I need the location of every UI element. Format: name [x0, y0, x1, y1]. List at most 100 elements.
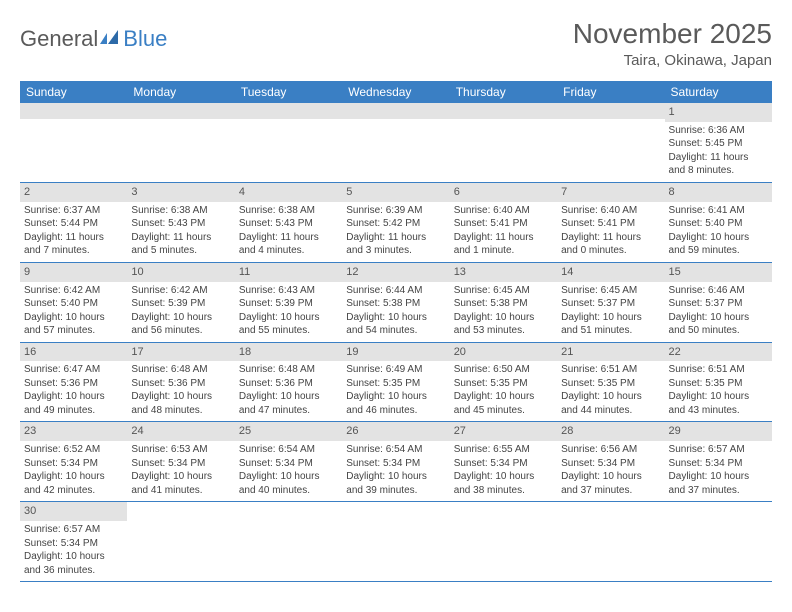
day-details: Sunrise: 6:38 AMSunset: 5:43 PMDaylight:… [127, 202, 234, 262]
day-cell: 23Sunrise: 6:52 AMSunset: 5:34 PMDayligh… [20, 422, 127, 502]
detail-line: Daylight: 10 hours [24, 390, 123, 404]
detail-line: Daylight: 11 hours [239, 231, 338, 245]
day-number: 27 [450, 422, 557, 441]
detail-line: Daylight: 10 hours [669, 311, 768, 325]
detail-line: Sunset: 5:41 PM [561, 217, 660, 231]
day-number: 5 [342, 183, 449, 202]
detail-line: Sunrise: 6:57 AM [24, 523, 123, 537]
day-cell: 7Sunrise: 6:40 AMSunset: 5:41 PMDaylight… [557, 182, 664, 262]
day-details [20, 119, 127, 169]
day-cell: 17Sunrise: 6:48 AMSunset: 5:36 PMDayligh… [127, 342, 234, 422]
detail-line: and 42 minutes. [24, 484, 123, 498]
detail-line: Daylight: 10 hours [131, 311, 230, 325]
detail-line: Sunrise: 6:40 AM [454, 204, 553, 218]
day-cell: 9Sunrise: 6:42 AMSunset: 5:40 PMDaylight… [20, 262, 127, 342]
day-number: 16 [20, 343, 127, 362]
day-cell [557, 103, 664, 182]
detail-line: Sunset: 5:38 PM [346, 297, 445, 311]
detail-line: and 48 minutes. [131, 404, 230, 418]
detail-line: and 0 minutes. [561, 244, 660, 258]
header: General Blue November 2025 Taira, Okinaw… [20, 18, 772, 69]
day-details: Sunrise: 6:40 AMSunset: 5:41 PMDaylight:… [450, 202, 557, 262]
detail-line: Sunset: 5:34 PM [346, 457, 445, 471]
detail-line: Daylight: 11 hours [561, 231, 660, 245]
day-number: 24 [127, 422, 234, 441]
detail-line: and 47 minutes. [239, 404, 338, 418]
detail-line: Daylight: 10 hours [131, 470, 230, 484]
detail-line: and 56 minutes. [131, 324, 230, 338]
day-details: Sunrise: 6:51 AMSunset: 5:35 PMDaylight:… [665, 361, 772, 421]
detail-line: Daylight: 10 hours [239, 390, 338, 404]
detail-line: Daylight: 10 hours [346, 311, 445, 325]
detail-line: Sunrise: 6:54 AM [239, 443, 338, 457]
detail-line: Daylight: 10 hours [346, 470, 445, 484]
detail-line: Sunset: 5:34 PM [131, 457, 230, 471]
day-number: 13 [450, 263, 557, 282]
detail-line: and 57 minutes. [24, 324, 123, 338]
day-cell: 16Sunrise: 6:47 AMSunset: 5:36 PMDayligh… [20, 342, 127, 422]
day-number [235, 103, 342, 119]
day-number: 30 [20, 502, 127, 521]
detail-line: Sunset: 5:37 PM [669, 297, 768, 311]
detail-line: Sunset: 5:40 PM [24, 297, 123, 311]
detail-line: and 51 minutes. [561, 324, 660, 338]
detail-line: and 40 minutes. [239, 484, 338, 498]
detail-line: Sunrise: 6:45 AM [561, 284, 660, 298]
day-cell [557, 502, 664, 582]
day-number: 1 [665, 103, 772, 122]
week-row: 2Sunrise: 6:37 AMSunset: 5:44 PMDaylight… [20, 182, 772, 262]
day-cell: 29Sunrise: 6:57 AMSunset: 5:34 PMDayligh… [665, 422, 772, 502]
week-row: 23Sunrise: 6:52 AMSunset: 5:34 PMDayligh… [20, 422, 772, 502]
detail-line: Sunrise: 6:41 AM [669, 204, 768, 218]
detail-line: Daylight: 10 hours [669, 231, 768, 245]
day-details: Sunrise: 6:49 AMSunset: 5:35 PMDaylight:… [342, 361, 449, 421]
detail-line: and 44 minutes. [561, 404, 660, 418]
day-header: Tuesday [235, 81, 342, 103]
day-cell: 5Sunrise: 6:39 AMSunset: 5:42 PMDaylight… [342, 182, 449, 262]
week-row: 16Sunrise: 6:47 AMSunset: 5:36 PMDayligh… [20, 342, 772, 422]
month-title: November 2025 [573, 18, 772, 50]
detail-line: Daylight: 10 hours [669, 470, 768, 484]
detail-line: Daylight: 11 hours [346, 231, 445, 245]
day-cell [342, 103, 449, 182]
day-cell: 30Sunrise: 6:57 AMSunset: 5:34 PMDayligh… [20, 502, 127, 582]
day-cell: 13Sunrise: 6:45 AMSunset: 5:38 PMDayligh… [450, 262, 557, 342]
day-details: Sunrise: 6:45 AMSunset: 5:38 PMDaylight:… [450, 282, 557, 342]
detail-line: Sunrise: 6:51 AM [669, 363, 768, 377]
detail-line: Sunrise: 6:38 AM [131, 204, 230, 218]
day-cell [342, 502, 449, 582]
detail-line: Sunset: 5:41 PM [454, 217, 553, 231]
detail-line: and 59 minutes. [669, 244, 768, 258]
detail-line: Sunset: 5:43 PM [131, 217, 230, 231]
detail-line: Sunrise: 6:43 AM [239, 284, 338, 298]
week-row: 9Sunrise: 6:42 AMSunset: 5:40 PMDaylight… [20, 262, 772, 342]
day-cell: 12Sunrise: 6:44 AMSunset: 5:38 PMDayligh… [342, 262, 449, 342]
day-details: Sunrise: 6:42 AMSunset: 5:40 PMDaylight:… [20, 282, 127, 342]
detail-line: Daylight: 10 hours [669, 390, 768, 404]
flag-icon [100, 26, 122, 52]
day-number: 2 [20, 183, 127, 202]
detail-line: Sunset: 5:43 PM [239, 217, 338, 231]
detail-line: Sunrise: 6:44 AM [346, 284, 445, 298]
day-details: Sunrise: 6:50 AMSunset: 5:35 PMDaylight:… [450, 361, 557, 421]
day-details: Sunrise: 6:45 AMSunset: 5:37 PMDaylight:… [557, 282, 664, 342]
detail-line: and 41 minutes. [131, 484, 230, 498]
day-number: 21 [557, 343, 664, 362]
detail-line: Daylight: 10 hours [561, 390, 660, 404]
day-cell: 22Sunrise: 6:51 AMSunset: 5:35 PMDayligh… [665, 342, 772, 422]
day-cell: 28Sunrise: 6:56 AMSunset: 5:34 PMDayligh… [557, 422, 664, 502]
detail-line: Daylight: 10 hours [239, 311, 338, 325]
day-cell [127, 103, 234, 182]
detail-line: Sunrise: 6:51 AM [561, 363, 660, 377]
day-number: 10 [127, 263, 234, 282]
detail-line: Sunrise: 6:42 AM [24, 284, 123, 298]
detail-line: and 37 minutes. [669, 484, 768, 498]
detail-line: Sunset: 5:35 PM [454, 377, 553, 391]
day-details: Sunrise: 6:42 AMSunset: 5:39 PMDaylight:… [127, 282, 234, 342]
detail-line: Sunrise: 6:50 AM [454, 363, 553, 377]
detail-line: Sunset: 5:39 PM [239, 297, 338, 311]
location: Taira, Okinawa, Japan [573, 52, 772, 69]
day-number: 15 [665, 263, 772, 282]
detail-line: and 8 minutes. [669, 164, 768, 178]
day-header-row: Sunday Monday Tuesday Wednesday Thursday… [20, 81, 772, 103]
